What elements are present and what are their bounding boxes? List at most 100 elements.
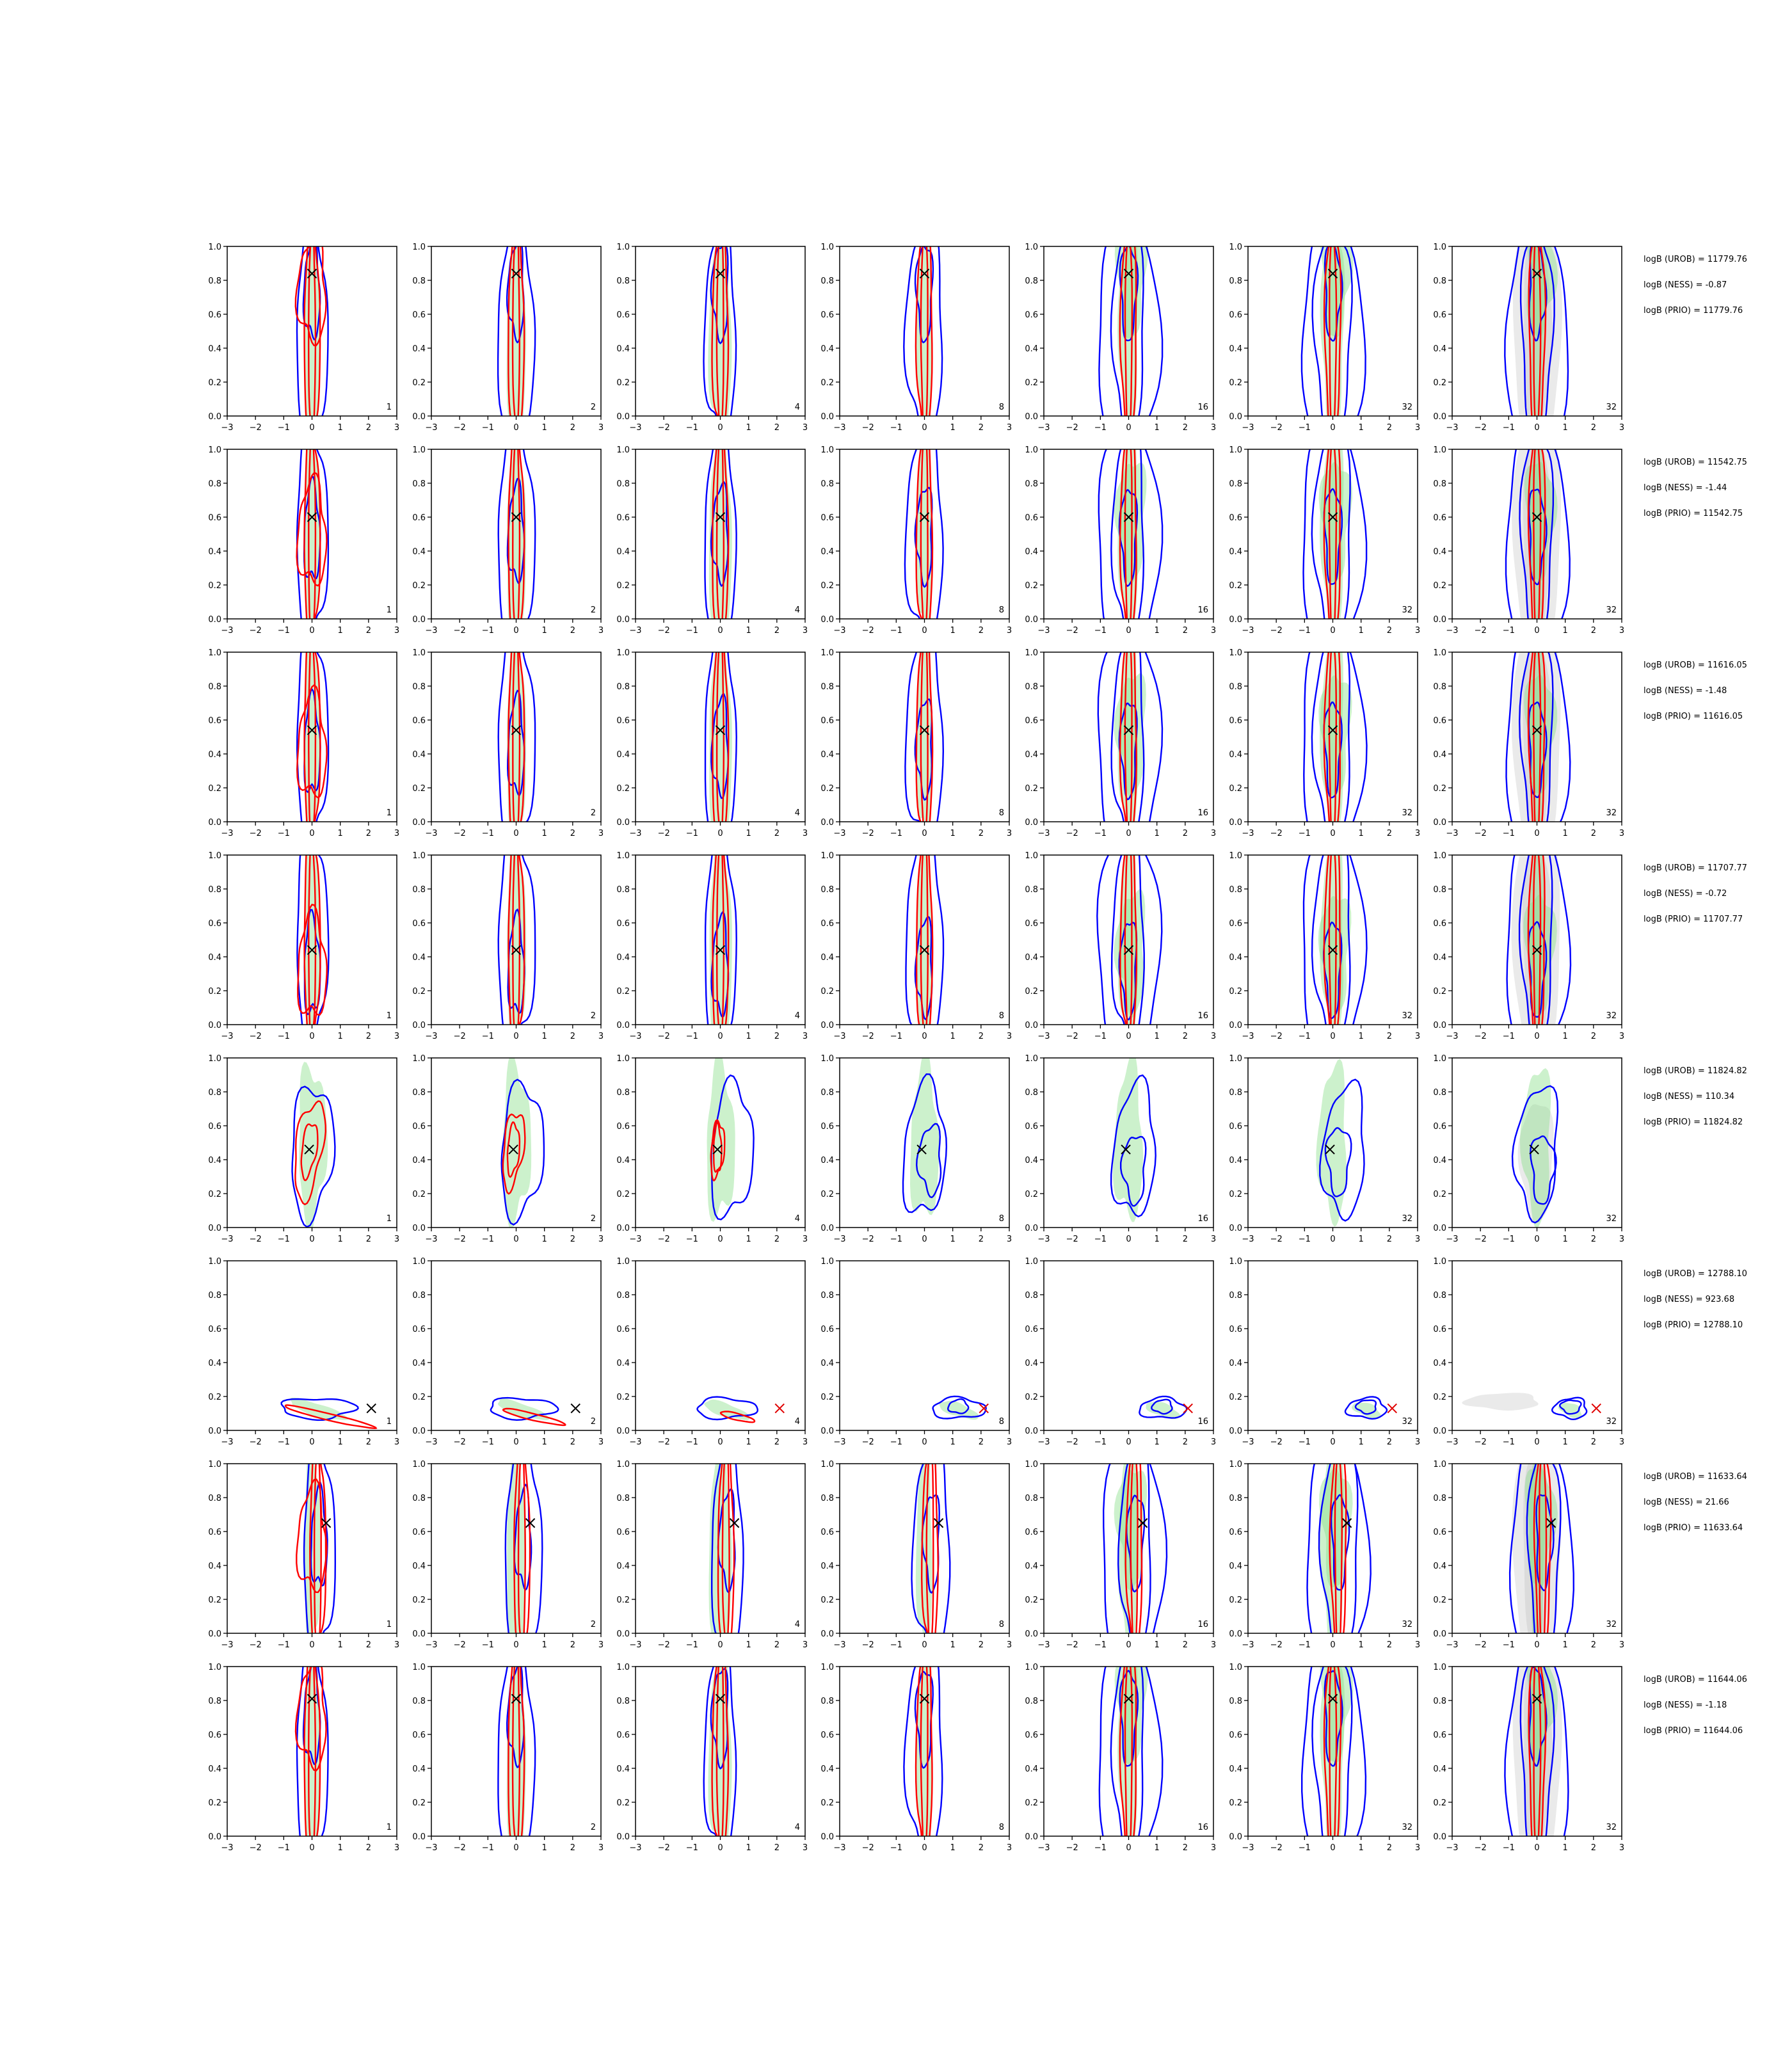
x-tick-label: 3 (394, 829, 399, 838)
y-tick-label: 0.6 (820, 513, 834, 523)
truth-marker (1532, 268, 1542, 279)
panel-r8-c7: −3 −2 −1 0 1 2 3 0.0 0.2 0.4 0.6 0.8 1.0 32 (1433, 1663, 1624, 1853)
truth-marker (1327, 945, 1338, 956)
y-tick-label: 0.4 (1229, 1764, 1242, 1774)
y-tick-label: 0.8 (820, 885, 834, 895)
logb-stat: logB (PRIO) = 11644.06 (1644, 1726, 1743, 1736)
x-tick-label: −1 (1299, 1640, 1311, 1650)
x-tick-label: 0 (1126, 829, 1131, 838)
red-contour (710, 1119, 726, 1182)
blue-contour (1535, 1494, 1555, 1592)
y-tick-label: 0.6 (208, 919, 221, 929)
logb-stat: logB (UROB) = 11542.75 (1644, 458, 1747, 467)
blue-contour (1102, 1464, 1168, 1633)
grey-contour (1511, 652, 1561, 822)
y-tick-label: 1.0 (616, 445, 630, 455)
y-tick-label: 1.0 (1433, 648, 1446, 658)
x-tick-label: −2 (862, 1437, 874, 1447)
y-tick-label: 0.4 (820, 1156, 834, 1165)
x-tick-label: −3 (425, 829, 437, 838)
x-tick-label: 1 (338, 1032, 343, 1041)
logb-stat: logB (NESS) = -1.18 (1644, 1700, 1727, 1710)
panel-count-label: 2 (591, 808, 596, 818)
x-tick-label: 2 (1183, 829, 1188, 838)
x-tick-label: 0 (1534, 829, 1539, 838)
y-tick-label: 0.2 (820, 784, 834, 794)
x-tick-label: 2 (1183, 1437, 1188, 1447)
panel-r3-c4: −3 −2 −1 0 1 2 3 0.0 0.2 0.4 0.6 0.8 1.0 8 (820, 648, 1012, 838)
blue-contour (915, 1123, 942, 1199)
y-tick-label: 0.2 (1229, 987, 1242, 996)
y-tick-label: 0.2 (1433, 378, 1446, 388)
x-tick-label: 2 (979, 423, 984, 433)
truth-marker (570, 1403, 580, 1414)
x-tick-label: −3 (221, 423, 233, 433)
panel-r6-c6: −3 −2 −1 0 1 2 3 0.0 0.2 0.4 0.6 0.8 1.0 32 (1229, 1257, 1420, 1447)
red-contour (308, 652, 317, 822)
y-tick-label: 0.4 (208, 547, 221, 557)
x-tick-label: −1 (278, 1235, 290, 1244)
x-tick-label: −1 (1094, 1843, 1107, 1853)
x-tick-label: 1 (338, 1235, 343, 1244)
x-tick-label: −2 (250, 626, 262, 636)
panel-count-label: 1 (387, 1011, 392, 1021)
truth-marker (1327, 725, 1338, 735)
x-tick-label: 2 (366, 1640, 371, 1650)
red-contour (711, 1667, 730, 1836)
contours (1139, 1395, 1188, 1420)
green-contour (502, 1058, 532, 1228)
panel-count-label: 16 (1197, 1214, 1208, 1224)
x-tick-label: 0 (1534, 1843, 1539, 1853)
red-contour (303, 246, 321, 416)
y-tick-label: 1.0 (1433, 1460, 1446, 1469)
logb-stat: logB (NESS) = 923.68 (1644, 1295, 1734, 1304)
y-tick-label: 0.4 (208, 1359, 221, 1368)
x-tick-label: 2 (1591, 1437, 1596, 1447)
x-tick-label: −2 (862, 626, 874, 636)
logb-stat: logB (UROB) = 11707.77 (1644, 863, 1747, 873)
contours (1098, 449, 1164, 619)
x-tick-label: 3 (1211, 1437, 1216, 1447)
blue-contour (904, 449, 944, 619)
x-tick-label: −2 (250, 829, 262, 838)
truth-marker (1327, 268, 1338, 279)
blue-contour (902, 1073, 948, 1213)
x-tick-label: −3 (629, 1843, 641, 1853)
contours (903, 1667, 943, 1836)
y-tick-label: 1.0 (1229, 1257, 1242, 1267)
blue-contour (704, 652, 737, 822)
contours (294, 246, 329, 416)
y-tick-label: 0.2 (1433, 987, 1446, 996)
x-tick-label: −3 (629, 423, 641, 433)
green-contour (506, 246, 527, 416)
contours (296, 855, 330, 1025)
panel-count-label: 1 (387, 1214, 392, 1224)
contours (704, 449, 737, 619)
green-contour (1524, 1468, 1558, 1587)
contours (497, 652, 536, 822)
red-contour (502, 1113, 526, 1195)
x-tick-label: −3 (221, 1640, 233, 1650)
x-tick-label: 2 (366, 1843, 371, 1853)
x-tick-label: −3 (1446, 1640, 1458, 1650)
x-tick-label: −1 (278, 1437, 290, 1447)
blue-contour (1519, 1667, 1555, 1836)
x-tick-label: −1 (890, 1032, 902, 1041)
x-tick-label: −2 (1270, 423, 1283, 433)
panel-count-label: 4 (795, 1417, 800, 1427)
y-tick-label: 0.2 (1229, 581, 1242, 591)
x-tick-label: −1 (278, 829, 290, 838)
x-tick-label: −3 (425, 423, 437, 433)
green-contour (1146, 1402, 1180, 1420)
x-tick-label: 3 (1007, 1640, 1012, 1650)
x-tick-label: −1 (1299, 423, 1311, 433)
x-tick-label: 0 (513, 423, 518, 433)
truth-marker (1123, 1693, 1134, 1704)
x-tick-label: −2 (862, 423, 874, 433)
contours (1504, 246, 1569, 416)
y-tick-label: 1.0 (412, 851, 426, 861)
logb-stat: logB (UROB) = 11616.05 (1644, 660, 1747, 670)
x-tick-label: 0 (513, 1640, 518, 1650)
red-contour (517, 1464, 526, 1633)
y-tick-label: 0.0 (208, 1629, 221, 1639)
